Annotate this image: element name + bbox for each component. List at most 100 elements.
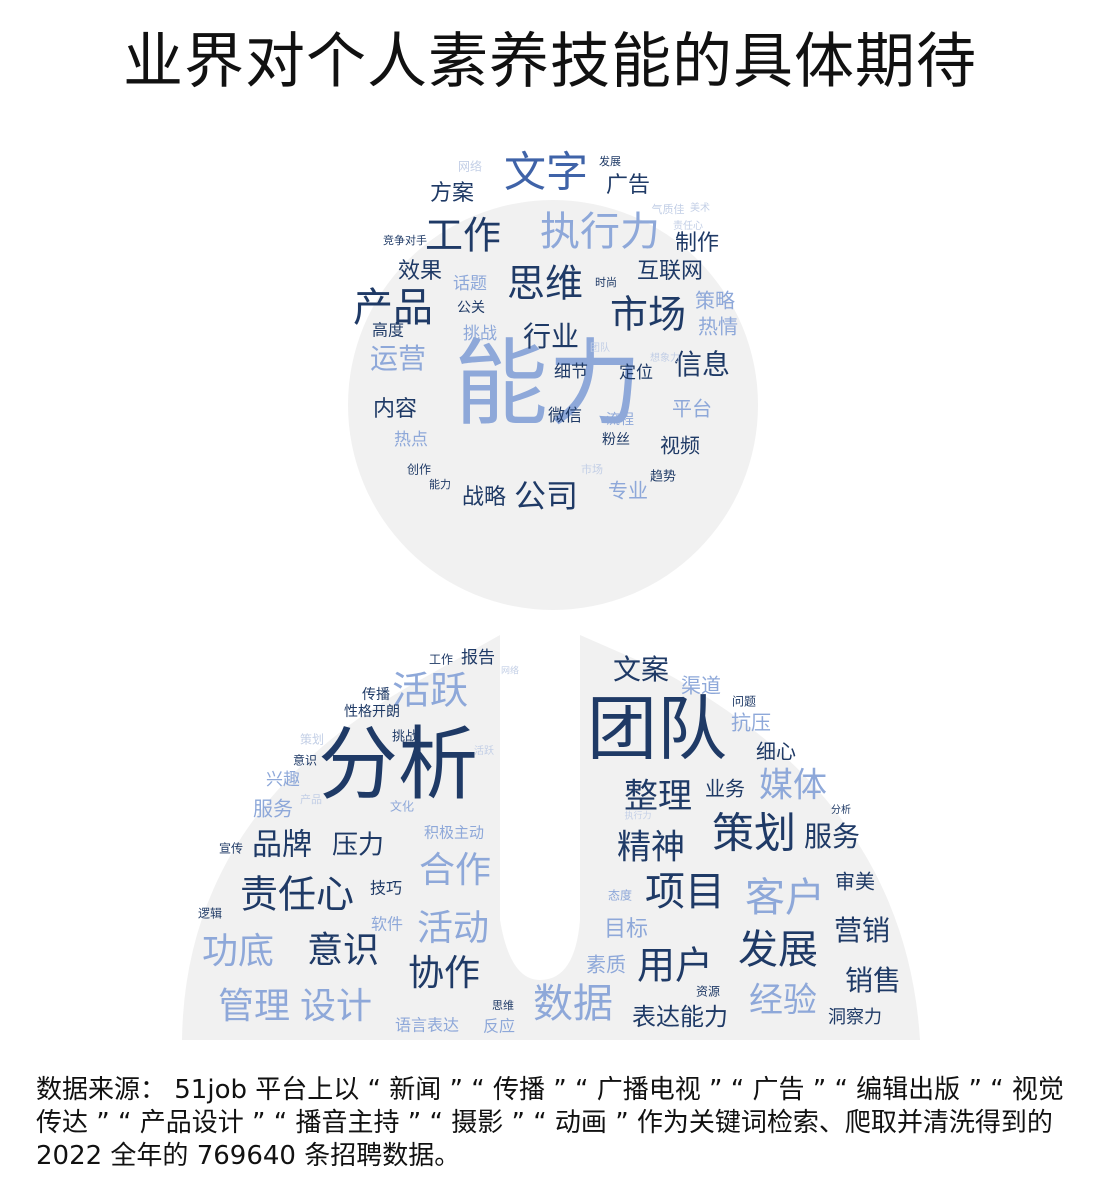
cloud-bottom-word: 媒体: [759, 766, 827, 806]
cloud-bottom-word: 反应: [483, 1017, 515, 1036]
cloud-top-word: 竞争对手: [383, 233, 427, 247]
cloud-top-word: 能力: [429, 477, 451, 491]
cloud-top-word: 行业: [523, 320, 579, 353]
cloud-bottom-word: 执行力: [624, 810, 651, 822]
cloud-top-word: 热点: [394, 430, 428, 450]
cloud-top-word: 流程: [606, 412, 634, 428]
cloud-bottom-word: 产品: [300, 792, 322, 806]
cloud-bottom-word: 报告: [461, 648, 495, 668]
cloud-bottom-word: 业务: [705, 777, 745, 801]
cloud-top-word: 互联网: [637, 259, 703, 284]
cloud-bottom-word: 分析: [831, 803, 851, 816]
cloud-bottom-word: 性格开朗: [344, 704, 400, 720]
cloud-bottom-word: 渠道: [681, 674, 721, 698]
cloud-top-word: 挑战: [463, 324, 497, 344]
cloud-bottom-shape: [182, 635, 920, 1040]
cloud-bottom-word: 团队: [587, 688, 727, 770]
cloud-top-word: 想象力: [650, 351, 680, 364]
cloud-bottom-word: 文化: [390, 799, 414, 814]
cloud-bottom-word: 经验: [749, 981, 817, 1021]
cloud-top-word: 网络: [458, 159, 482, 174]
cloud-bottom-word: 活跃: [474, 745, 494, 757]
cloud-top-word: 高度: [372, 321, 404, 340]
cloud-bottom-word: 功底: [202, 931, 274, 972]
cloud-bottom-word: 目标: [604, 917, 648, 942]
cloud-bottom-word: 压力: [332, 831, 384, 861]
cloud-top-shape: [348, 200, 758, 610]
cloud-bottom-word: 用户: [637, 944, 713, 988]
cloud-bottom-word: 传播: [362, 687, 390, 703]
cloud-top-word: 市场: [610, 293, 686, 337]
cloud-bottom-word: 设计: [300, 986, 372, 1027]
data-source-note: 数据来源： 51job 平台上以 “ 新闻 ” “ 传播 ” “ 广播电视 ” …: [36, 1075, 1064, 1171]
cloud-top-word: 执行力: [540, 209, 660, 255]
cloud-top-word: 战略: [462, 485, 506, 510]
cloud-bottom-word: 销售: [845, 964, 901, 997]
cloud-top-word: 热情: [698, 315, 738, 339]
cloud-bottom-word: 策划: [712, 809, 796, 858]
cloud-bottom-word: 表达能力: [632, 1003, 728, 1031]
cloud-bottom-word: 服务: [253, 797, 293, 821]
cloud-bottom-word: 活跃: [392, 669, 468, 713]
cloud-bottom-word: 语言表达: [395, 1016, 459, 1035]
cloud-top-word: 时尚: [595, 275, 617, 289]
cloud-top-word: 专业: [608, 479, 648, 503]
cloud-top-word: 微信: [548, 406, 582, 426]
cloud-bottom-word: 文案: [613, 653, 669, 686]
cloud-top-word: 公关: [457, 300, 485, 316]
cloud-bottom-word: 精神: [617, 828, 685, 868]
cloud-bottom-word: 逻辑: [198, 907, 222, 921]
cloud-top-word: 制作: [675, 231, 719, 256]
cloud-bottom-word: 思维: [492, 999, 514, 1012]
cloud-bottom-word: 细心: [756, 740, 796, 764]
cloud-top-word: 运营: [370, 342, 426, 375]
cloud-bottom-word: 服务: [804, 820, 860, 853]
cloud-bottom-word: 网络: [501, 665, 519, 677]
cloud-top-word: 平台: [672, 397, 712, 421]
cloud-top-word: 策略: [695, 289, 735, 313]
cloud-top-word: 创作: [407, 463, 431, 477]
cloud-top-word: 团队: [590, 341, 610, 354]
cloud-top-word: 话题: [453, 274, 487, 294]
cloud-bottom-word: 项目: [645, 869, 725, 915]
cloud-bottom-word: 整理: [624, 777, 692, 817]
cloud-bottom-word: 管理: [218, 986, 290, 1027]
cloud-bottom-word: 审美: [835, 870, 875, 894]
cloud-top-word: 工作: [425, 214, 501, 258]
cloud-bottom-word: 发展: [738, 927, 818, 973]
cloud-top-word: 内容: [373, 397, 417, 422]
cloud-bottom-word: 软件: [371, 915, 403, 934]
cloud-top-word: 美术: [690, 201, 710, 214]
cloud-bottom-word: 素质: [586, 953, 626, 977]
cloud-top-word: 信息: [674, 348, 730, 381]
cloud-bottom-word: 宣传: [219, 841, 243, 856]
cloud-bottom-word: 协作: [408, 953, 480, 994]
cloud-bottom-word: 问题: [732, 695, 756, 709]
cloud-top-word: 责任心: [673, 219, 703, 232]
cloud-top-word: 能力: [454, 330, 642, 439]
cloud-bottom-word: 资源: [696, 985, 720, 999]
cloud-top-word: 广告: [606, 173, 650, 198]
cloud-bottom-word: 意识: [293, 753, 317, 768]
page-title: 业界对个人素养技能的具体期待: [123, 27, 977, 97]
cloud-top-word: 文字: [504, 148, 588, 197]
cloud-top-word: 定位: [619, 363, 653, 383]
cloud-bottom-word: 策划: [300, 733, 324, 747]
cloud-bottom-word: 技巧: [370, 879, 402, 898]
cloud-bottom-word: 抗压: [731, 711, 771, 735]
cloud-top-word: 市场: [581, 462, 603, 476]
cloud-bottom-word: 意识: [307, 930, 379, 971]
cloud-bottom-word: 态度: [608, 888, 632, 903]
cloud-bottom-word: 工作: [429, 653, 453, 667]
cloud-top-word: 粉丝: [602, 432, 630, 448]
cloud-top-word: 趋势: [650, 469, 676, 485]
cloud-bottom-word: 挑战: [392, 730, 418, 745]
cloud-top-word: 视频: [660, 434, 700, 458]
cloud-top-word: 发展: [599, 154, 621, 168]
cloud-bottom-word: 客户: [745, 875, 825, 921]
cloud-bottom-word: 合作: [419, 850, 491, 891]
cloud-bottom-word: 兴趣: [266, 770, 300, 790]
